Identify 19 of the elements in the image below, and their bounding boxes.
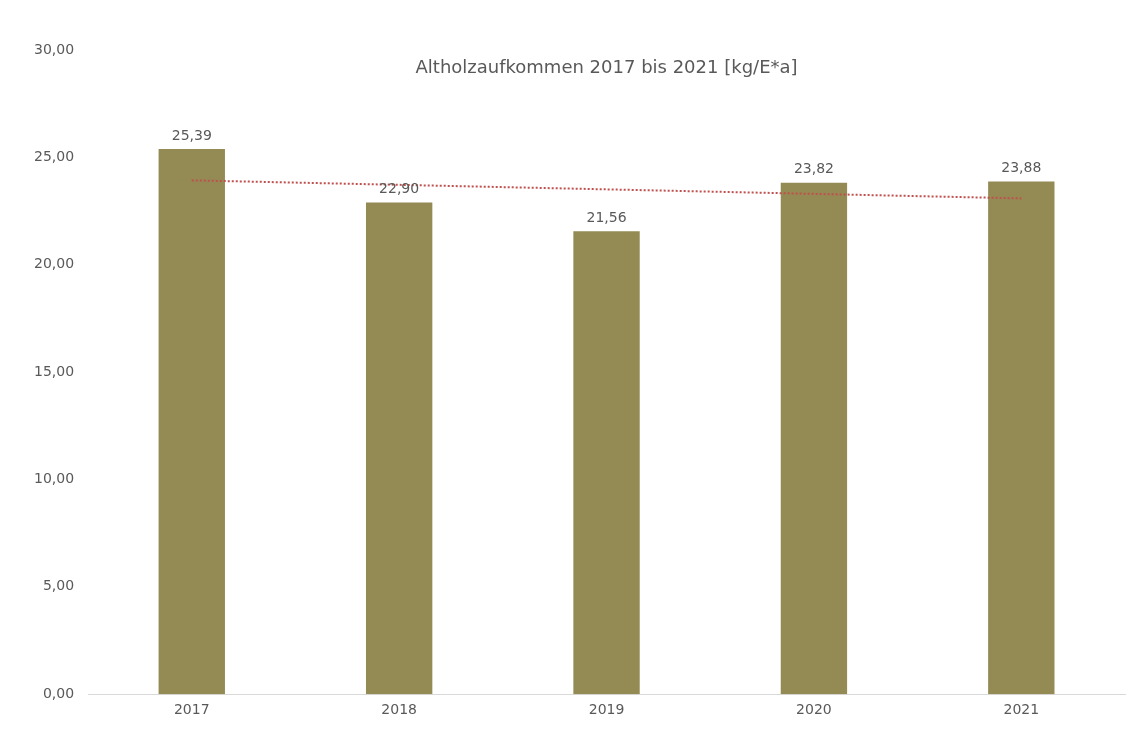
x-tick-label: 2020 xyxy=(796,701,832,718)
data-label: 25,39 xyxy=(171,126,212,143)
x-tick-label: 2018 xyxy=(381,701,417,718)
y-tick-label: 25,00 xyxy=(33,148,75,165)
y-tick-label: 10,00 xyxy=(33,470,75,487)
y-tick-label: 0,00 xyxy=(42,684,75,701)
y-tick-label: 5,00 xyxy=(42,577,75,594)
data-label: 21,56 xyxy=(586,208,627,225)
data-label: 23,88 xyxy=(1001,159,1042,176)
x-tick-label: 2017 xyxy=(173,701,210,718)
chart-title: Altholzaufkommen 2017 bis 2021 [kg/E*a] xyxy=(415,55,798,77)
data-label: 22,90 xyxy=(379,180,420,197)
data-label: 23,82 xyxy=(793,160,834,177)
x-tick-label: 2019 xyxy=(588,701,625,718)
y-tick-label: 20,00 xyxy=(33,255,75,272)
y-tick-label: 15,00 xyxy=(33,362,75,379)
line-series xyxy=(190,179,1023,200)
y-tick-label: 30,00 xyxy=(33,40,75,57)
x-tick-label: 2021 xyxy=(1003,701,1040,718)
